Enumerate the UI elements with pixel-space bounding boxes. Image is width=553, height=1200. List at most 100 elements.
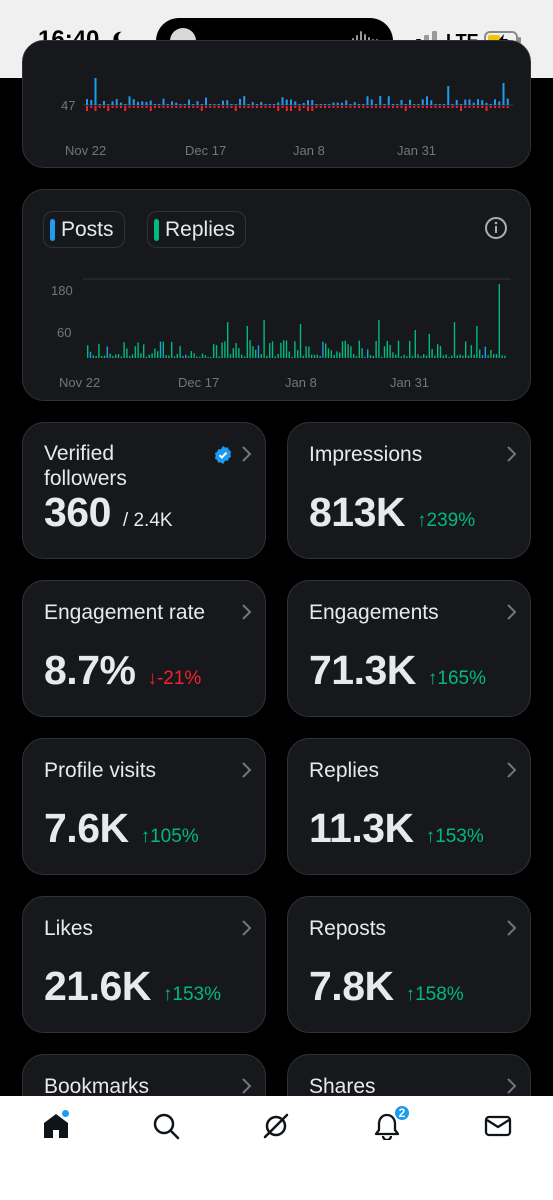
chart-bar (324, 104, 326, 105)
chart-bar-negative (183, 106, 186, 108)
chart-bar (456, 355, 458, 358)
stat-label: Engagements (309, 601, 439, 624)
chart-bar (370, 99, 373, 105)
stat-card-engagement-rate[interactable]: Engagement rate 8.7% ↓-21% (22, 580, 266, 717)
chart-bar-negative (281, 106, 284, 108)
chart-bar (210, 356, 212, 358)
chevron-right-icon (507, 762, 517, 778)
chart-bar (395, 354, 397, 358)
chart-bar (132, 99, 135, 105)
chart-bar (149, 100, 152, 105)
chart-bar-negative (298, 106, 301, 111)
chart-bar-negative (175, 106, 178, 108)
grok-icon[interactable] (262, 1112, 290, 1140)
chart-bar-negative (426, 106, 428, 108)
chart-bar (406, 356, 408, 358)
chart-bar (431, 348, 433, 358)
stat-card-verified-followers[interactable]: Verified followers 360 / 2.4K (22, 422, 266, 559)
chart-bar (313, 354, 316, 358)
chart-bar-negative (294, 106, 297, 108)
chart-bar (277, 102, 280, 105)
chart-bar (175, 102, 178, 105)
chart-bar-negative (154, 106, 156, 108)
messages-icon[interactable] (484, 1112, 512, 1140)
chart-bar-negative (460, 106, 462, 111)
chart-bar-negative (336, 106, 339, 108)
stat-card-replies[interactable]: Replies 11.3K ↑153% (287, 738, 531, 875)
chart-bar (246, 326, 248, 358)
stat-value: 360 (44, 489, 111, 535)
chart-bar (179, 104, 182, 105)
chart-bar (375, 340, 377, 358)
chart-bar (260, 101, 263, 105)
stat-card-reposts[interactable]: Reposts 7.8K ↑158% (287, 896, 531, 1033)
chart-bar-negative (464, 106, 467, 108)
chart-bar-negative (353, 106, 356, 108)
chart-bar (117, 354, 120, 358)
chart-bar-negative (494, 106, 496, 108)
chart-bar-negative (222, 106, 224, 108)
chart-bar (277, 353, 279, 358)
chart-bar (205, 97, 207, 105)
chart-bar-negative (158, 106, 161, 108)
chart-bar (472, 102, 475, 105)
chevron-right-icon (242, 446, 252, 462)
chart-bar-negative (481, 106, 484, 108)
chart-bar-negative (192, 106, 195, 108)
chart-bar-negative (349, 106, 352, 108)
notifications-icon[interactable] (373, 1112, 401, 1140)
chart-bar (367, 349, 369, 358)
chart-bar-negative (506, 106, 509, 108)
chart-bar (173, 356, 176, 358)
replies-chip[interactable]: Replies (147, 211, 247, 248)
chart-bar (439, 345, 442, 358)
chart-bar (256, 104, 258, 105)
chart-bar (414, 330, 416, 358)
chart-bar-negative (434, 106, 437, 108)
x-tick: Jan 8 (293, 143, 325, 158)
stat-card-profile-visits[interactable]: Profile visits 7.6K ↑105% (22, 738, 266, 875)
chart-bar-negative (98, 106, 101, 108)
chart-bar (417, 354, 419, 358)
chart-bar (137, 101, 139, 105)
stat-card-impressions[interactable]: Impressions 813K ↑239% (287, 422, 531, 559)
chart-bar-negative (413, 106, 416, 108)
chart-bar (355, 356, 358, 358)
chart-bar-negative (468, 106, 471, 108)
info-icon[interactable] (484, 216, 508, 240)
stat-delta: ↑158% (405, 984, 464, 1005)
chart-bar-negative (277, 106, 280, 111)
stat-card-likes[interactable]: Likes 21.6K ↑153% (22, 896, 266, 1033)
x-tick: Jan 31 (390, 375, 430, 390)
chart-bar-negative (443, 106, 445, 108)
home-icon[interactable] (42, 1112, 70, 1140)
chart-bar (213, 104, 216, 105)
chart-bar (89, 351, 92, 358)
chart-bar (328, 104, 331, 105)
chart-bar (123, 342, 125, 358)
chart-bar (269, 343, 271, 358)
chart-bar-negative (137, 106, 139, 108)
chart-bar (283, 340, 285, 358)
chart-bar (403, 354, 405, 358)
chart-bar (443, 104, 445, 105)
posts-chip[interactable]: Posts (43, 211, 125, 248)
chart-bar-negative (455, 106, 458, 108)
chart-bar-negative (485, 106, 488, 111)
search-icon[interactable] (152, 1112, 180, 1140)
chart-bar (470, 345, 472, 358)
chart-bar-negative (111, 106, 114, 108)
chart-bar-negative (417, 106, 420, 108)
chart-bar (109, 353, 111, 358)
chart-bar (502, 83, 505, 105)
chart-bar-negative (387, 106, 390, 108)
chart-bar-negative (120, 106, 122, 108)
stat-card-engagements[interactable]: Engagements 71.3K ↑165% (287, 580, 531, 717)
chart-bar (235, 343, 237, 358)
chart-bar (336, 102, 339, 105)
chart-bar (196, 356, 198, 358)
chart-bar (257, 345, 260, 358)
chart-bar-negative (396, 106, 399, 108)
chart-bar-negative (179, 106, 182, 108)
chart-bar (362, 104, 365, 105)
